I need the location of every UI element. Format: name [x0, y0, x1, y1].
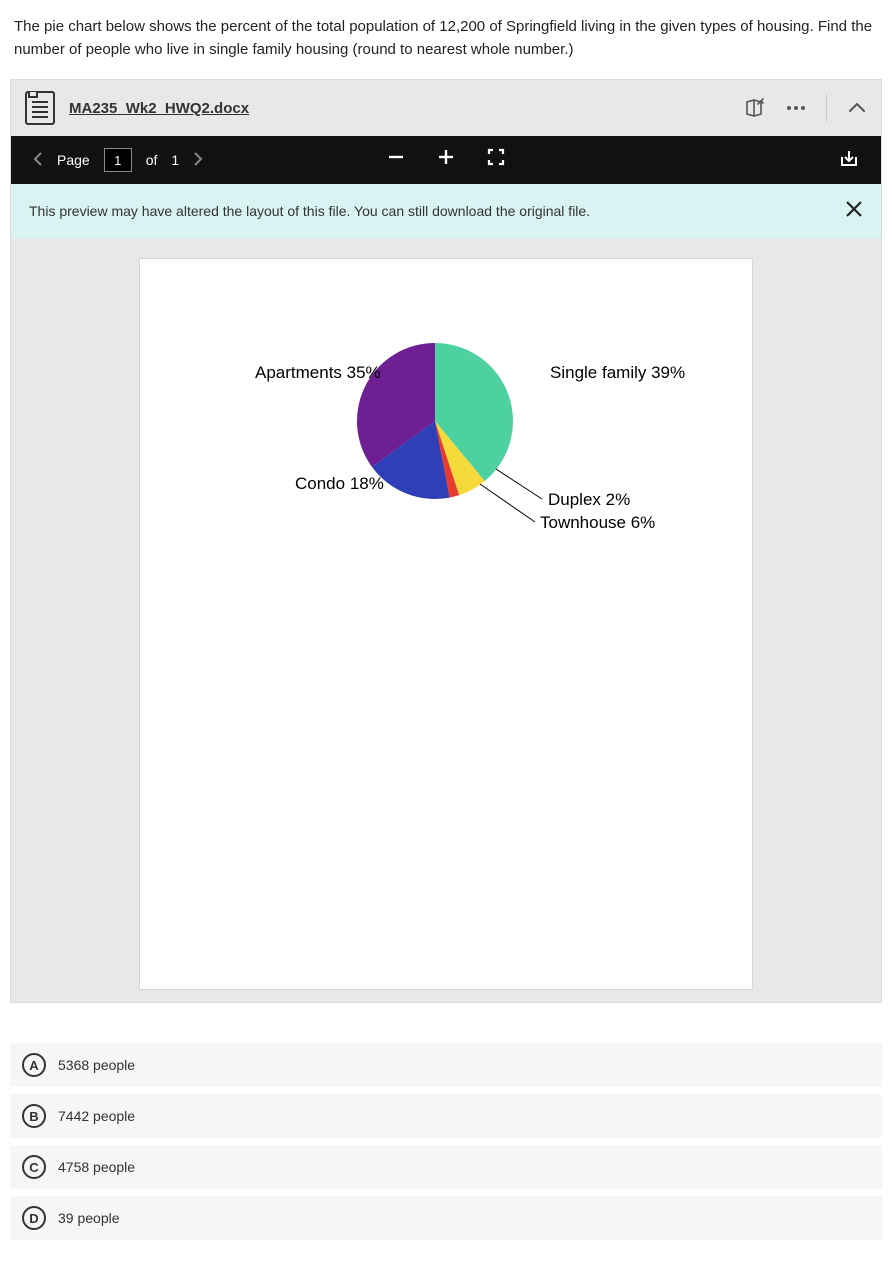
fullscreen-icon[interactable] [487, 148, 505, 172]
document-icon [23, 91, 57, 125]
total-pages: 1 [171, 152, 179, 168]
answer-text: 5368 people [58, 1057, 135, 1073]
pie-label: Apartments 35% [255, 363, 381, 382]
answer-list: A 5368 people B 7442 people C 4758 people D 39 … [10, 1043, 882, 1240]
collapse-icon[interactable] [845, 96, 869, 120]
pie-label: Duplex 2% [548, 490, 630, 509]
answer-letter: A [22, 1053, 46, 1077]
preview-notice: This preview may have altered the layout… [11, 184, 881, 238]
prev-page-icon[interactable] [33, 152, 43, 169]
zoom-out-icon[interactable] [387, 148, 405, 172]
viewer-header: MA235_Wk2_HWQ2.docx [11, 80, 881, 136]
answer-option[interactable]: B 7442 people [10, 1094, 882, 1138]
separator [826, 94, 827, 122]
answer-text: 4758 people [58, 1159, 135, 1175]
answer-letter: D [22, 1206, 46, 1230]
pie-chart: Single family 39% Townhouse 6% Duplex 2% Co… [200, 329, 700, 549]
pie-label: Single family 39% [550, 363, 685, 382]
document-canvas: Single family 39% Townhouse 6% Duplex 2% Co… [11, 238, 881, 1002]
document-viewer: MA235_Wk2_HWQ2.docx Page of 1 [10, 79, 882, 1003]
close-notice-icon[interactable] [845, 198, 863, 224]
page-number-input[interactable] [104, 148, 132, 172]
page-label: Page [57, 152, 90, 168]
answer-letter: B [22, 1104, 46, 1128]
next-page-icon[interactable] [193, 152, 203, 169]
pie-label: Condo 18% [295, 474, 384, 493]
download-icon[interactable] [839, 148, 859, 173]
answer-text: 7442 people [58, 1108, 135, 1124]
answer-option[interactable]: D 39 people [10, 1196, 882, 1240]
pie-label: Townhouse 6% [540, 513, 655, 532]
notice-text: This preview may have altered the layout… [29, 203, 590, 219]
answer-text: 39 people [58, 1210, 120, 1226]
immersive-reader-icon[interactable] [742, 96, 766, 120]
more-options-icon[interactable] [784, 96, 808, 120]
question-text: The pie chart below shows the percent of… [0, 0, 892, 69]
answer-option[interactable]: C 4758 people [10, 1145, 882, 1189]
viewer-toolbar: Page of 1 [11, 136, 881, 184]
answer-option[interactable]: A 5368 people [10, 1043, 882, 1087]
of-label: of [146, 152, 158, 168]
document-page: Single family 39% Townhouse 6% Duplex 2% Co… [139, 258, 753, 990]
filename-link[interactable]: MA235_Wk2_HWQ2.docx [69, 100, 249, 117]
answer-letter: C [22, 1155, 46, 1179]
zoom-in-icon[interactable] [437, 148, 455, 172]
